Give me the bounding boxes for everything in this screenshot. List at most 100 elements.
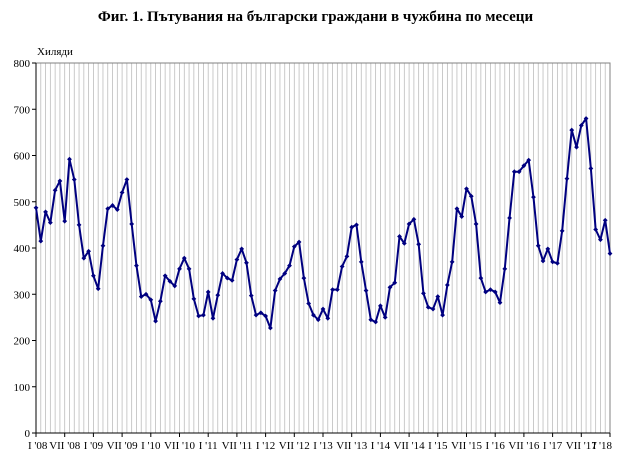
- data-point-marker: [540, 258, 546, 264]
- x-tick-label: VII '11: [222, 440, 253, 452]
- data-point-marker: [287, 263, 292, 268]
- data-point-marker: [114, 207, 120, 213]
- data-point-marker: [239, 246, 245, 252]
- x-tick-label: I '17: [543, 440, 563, 452]
- data-point-marker: [574, 144, 579, 150]
- data-point-marker: [177, 266, 182, 272]
- data-point-marker: [344, 253, 350, 259]
- data-point-marker: [382, 314, 388, 320]
- data-point-marker: [526, 157, 532, 163]
- x-tick-label: VII '09: [107, 440, 139, 452]
- data-point-marker: [220, 271, 225, 276]
- data-point-marker: [478, 275, 484, 281]
- y-tick-label: 800: [14, 58, 31, 70]
- data-point-marker: [521, 163, 527, 169]
- data-point-marker: [162, 273, 168, 279]
- data-point-marker: [143, 291, 149, 297]
- data-point-marker: [57, 178, 63, 184]
- data-point-marker: [545, 246, 551, 252]
- data-point-marker: [535, 243, 541, 249]
- data-point-marker: [334, 287, 340, 293]
- y-tick-label: 600: [14, 151, 31, 163]
- x-tick-label: VII '14: [394, 440, 426, 452]
- data-point-marker: [497, 300, 503, 305]
- data-point-marker: [516, 169, 522, 175]
- data-point-marker: [483, 289, 489, 295]
- x-tick-label: I '08: [28, 440, 48, 452]
- x-tick-label: VII '10: [164, 440, 196, 452]
- data-point-marker: [339, 264, 345, 269]
- data-point-marker: [473, 221, 479, 227]
- data-point-marker: [564, 176, 570, 182]
- data-point-marker: [153, 318, 158, 324]
- data-point-marker: [210, 315, 216, 321]
- x-tick-label: I '15: [428, 440, 448, 452]
- x-tick-label: I '18: [593, 440, 613, 452]
- data-point-marker: [378, 303, 383, 309]
- data-point-marker: [167, 278, 173, 284]
- x-axis-tick-labels: I '08 VII '08 I '09 VII '09 I '10 VII '10 I '1…: [28, 440, 612, 452]
- x-tick-label: VII '08: [49, 440, 81, 452]
- data-point-marker: [71, 177, 77, 182]
- data-point-marker: [272, 288, 278, 293]
- data-point-marker: [234, 257, 240, 262]
- data-point-marker: [464, 186, 469, 192]
- data-point-marker: [511, 169, 517, 175]
- axes: [32, 62, 611, 437]
- data-point-marker: [95, 286, 101, 292]
- data-point-marker: [440, 312, 445, 318]
- x-tick-label: I '11: [199, 440, 218, 452]
- data-point-marker: [62, 218, 68, 224]
- data-point-marker: [244, 260, 249, 266]
- x-tick-label: I '10: [141, 440, 161, 452]
- data-point-marker: [368, 317, 374, 323]
- data-point-marker: [100, 243, 106, 249]
- data-point-marker: [373, 319, 379, 325]
- data-point-marker: [583, 116, 589, 121]
- data-point-marker: [258, 310, 264, 316]
- data-point-marker: [263, 313, 268, 319]
- data-point-marker: [449, 259, 455, 265]
- data-point-marker: [397, 234, 402, 239]
- data-point-marker: [291, 244, 297, 250]
- data-point-marker: [52, 187, 58, 193]
- x-tick-label: VII '13: [336, 440, 368, 452]
- data-point-marker: [277, 276, 283, 282]
- data-point-marker: [301, 275, 307, 281]
- data-point-marker: [157, 298, 163, 304]
- x-tick-label: I '12: [256, 440, 275, 452]
- data-point-marker: [435, 294, 441, 299]
- data-point-marker: [488, 287, 493, 293]
- y-tick-label: 0: [25, 428, 31, 440]
- data-point-marker: [444, 282, 450, 288]
- data-point-marker: [47, 220, 53, 225]
- data-point-marker: [454, 206, 460, 212]
- data-point-marker: [138, 294, 144, 299]
- data-point-marker: [602, 217, 608, 223]
- data-point-marker: [186, 266, 192, 272]
- data-point-marker: [91, 273, 96, 279]
- data-point-marker: [354, 222, 359, 228]
- x-tick-label: VII '15: [451, 440, 483, 452]
- y-tick-label: 100: [14, 382, 31, 394]
- data-point-marker: [554, 260, 560, 266]
- data-point-marker: [267, 325, 273, 331]
- data-point-marker: [315, 317, 321, 323]
- data-point-marker: [311, 312, 316, 318]
- data-point-marker: [105, 206, 111, 212]
- data-point-marker: [430, 306, 436, 312]
- data-point-marker: [81, 255, 87, 261]
- x-tick-label: I '09: [84, 440, 104, 452]
- series-layer: [33, 116, 613, 331]
- data-point-marker: [569, 127, 575, 133]
- data-point-marker: [507, 215, 512, 221]
- data-point-marker: [363, 288, 369, 293]
- data-point-marker: [201, 312, 206, 318]
- data-point-marker: [578, 123, 584, 128]
- data-point-marker: [205, 289, 211, 295]
- data-point-marker: [358, 259, 364, 265]
- x-tick-label: VII '17: [566, 440, 598, 452]
- data-point-marker: [468, 193, 474, 199]
- data-point-marker: [459, 214, 465, 219]
